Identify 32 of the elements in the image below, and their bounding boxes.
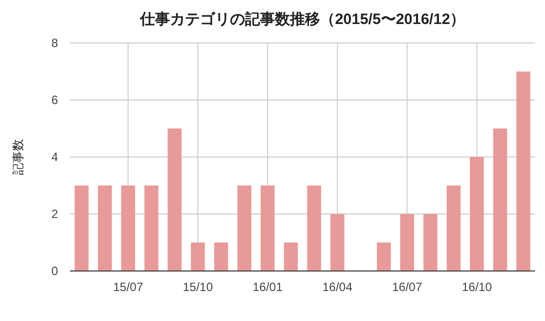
x-tick-label: 16/04 <box>322 280 353 294</box>
bar <box>214 242 228 271</box>
bar <box>144 186 158 271</box>
y-tick-label: 2 <box>51 207 58 221</box>
bar <box>74 186 89 271</box>
y-tick-label: 8 <box>51 36 58 50</box>
y-tick-label: 0 <box>51 264 58 278</box>
x-tick-label: 16/07 <box>392 280 422 294</box>
y-tick-label: 4 <box>51 150 58 164</box>
bar <box>307 186 322 271</box>
bar <box>423 214 438 271</box>
bar <box>446 186 461 271</box>
x-tick-label: 16/01 <box>252 280 283 294</box>
chart-title: 仕事カテゴリの記事数推移（2015/5〜2016/12） <box>138 11 466 28</box>
y-axis-title: 記事数 <box>11 139 25 175</box>
bar <box>190 242 205 271</box>
bar <box>260 186 275 271</box>
x-tick-label: 15/07 <box>113 280 144 294</box>
bar <box>284 242 298 271</box>
y-tick-label: 6 <box>51 93 58 107</box>
bar <box>98 186 112 271</box>
bar <box>121 186 136 271</box>
bar <box>376 242 391 271</box>
bar <box>493 128 508 271</box>
bar <box>330 214 344 271</box>
x-tick-label: 16/10 <box>462 280 492 294</box>
x-tick-label: 15/10 <box>182 280 214 294</box>
bar <box>400 214 414 271</box>
bar <box>470 157 484 271</box>
bar <box>516 72 530 271</box>
bar <box>168 128 182 271</box>
bar <box>237 186 252 271</box>
